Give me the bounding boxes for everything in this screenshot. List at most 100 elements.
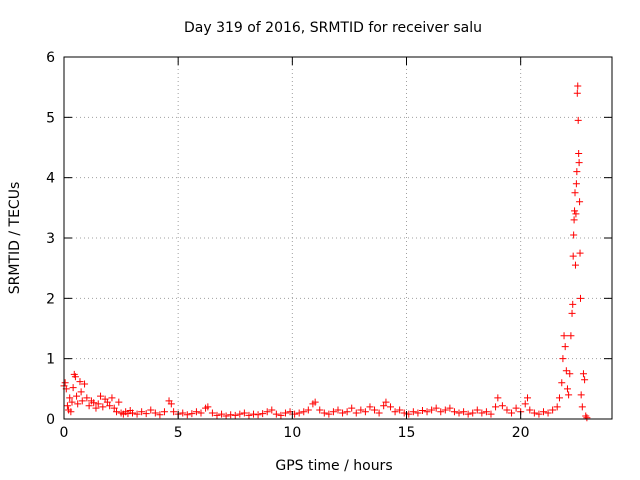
y-axis-label: SRMTID / TECUs: [7, 182, 23, 295]
data-point: [222, 412, 230, 420]
data-point: [563, 385, 571, 393]
data-point: [295, 409, 303, 417]
data-point: [142, 410, 150, 418]
x-tick-label: 15: [398, 425, 416, 441]
data-point: [218, 410, 226, 418]
data-point: [575, 159, 583, 167]
x-tick-label: 20: [512, 425, 530, 441]
data-point: [521, 400, 529, 408]
data-point: [311, 398, 319, 406]
data-point: [473, 406, 481, 414]
data-point: [478, 409, 486, 417]
data-point: [492, 403, 500, 411]
data-point: [566, 370, 574, 378]
data-point: [469, 409, 477, 417]
chart-title: Day 319 of 2016, SRMTID for receiver sal…: [184, 20, 482, 36]
data-point: [571, 189, 579, 197]
data-point: [455, 409, 463, 417]
data-point: [568, 309, 576, 317]
data-point: [103, 398, 111, 406]
data-point: [329, 408, 337, 416]
data-point: [320, 409, 328, 417]
data-point: [77, 388, 85, 396]
data-point: [524, 394, 532, 402]
data-point: [396, 406, 404, 414]
data-point: [569, 252, 577, 260]
data-point: [78, 397, 86, 405]
data-point: [263, 408, 271, 416]
data-point: [437, 408, 445, 416]
data-point: [108, 394, 116, 402]
x-tick-label: 10: [283, 425, 301, 441]
data-point: [272, 410, 280, 418]
y-tick-label: 2: [46, 291, 55, 307]
data-point: [115, 398, 123, 406]
data-point: [85, 402, 93, 410]
data-point: [371, 406, 379, 414]
data-point: [156, 411, 164, 419]
data-point: [281, 409, 289, 417]
data-point: [569, 300, 577, 308]
data-point: [71, 373, 79, 381]
y-tick-label: 4: [46, 171, 55, 187]
data-point: [69, 384, 77, 392]
data-point: [73, 392, 81, 400]
data-point: [553, 403, 561, 411]
data-point: [487, 410, 495, 418]
data-point: [432, 404, 440, 412]
data-point: [572, 210, 580, 218]
data-point: [67, 408, 75, 416]
data-point: [558, 379, 566, 387]
data-point: [106, 402, 114, 410]
data-point: [391, 408, 399, 416]
data-point: [325, 410, 333, 418]
data-point: [197, 409, 205, 417]
data-point: [129, 409, 136, 417]
data-point: [573, 168, 581, 176]
data-point: [92, 404, 100, 412]
x-axis-label: GPS time / hours: [275, 458, 392, 474]
data-point: [512, 404, 520, 412]
data-point: [579, 370, 587, 378]
data-point: [61, 379, 69, 387]
data-point: [562, 367, 570, 375]
data-point: [192, 408, 200, 416]
data-point: [94, 400, 102, 408]
data-point: [213, 411, 221, 419]
data-point: [151, 409, 159, 417]
data-point: [236, 410, 244, 418]
data-point: [572, 180, 580, 188]
data-point: [460, 408, 468, 416]
data-point: [254, 411, 262, 419]
data-point: [83, 394, 91, 402]
data-point: [147, 406, 155, 414]
data-point: [565, 391, 573, 399]
x-axis: 0 5 10 15 20: [60, 57, 530, 441]
data-point: [81, 380, 89, 388]
data-point: [250, 410, 258, 418]
y-axis: 0 1 2 3 4 5 6: [46, 50, 612, 428]
data-point: [498, 402, 506, 410]
data-point: [113, 408, 121, 416]
data-point: [277, 411, 285, 419]
data-point: [577, 391, 585, 399]
data-point: [316, 406, 324, 414]
y-tick-label: 1: [46, 352, 55, 368]
data-point: [361, 408, 369, 416]
y-tick-label: 0: [46, 412, 55, 428]
data-point: [240, 409, 248, 417]
data-point: [560, 332, 568, 340]
y-tick-label: 6: [46, 50, 55, 66]
data-point: [578, 403, 586, 411]
data-point: [559, 355, 567, 363]
data-point: [110, 404, 118, 412]
data-point: [583, 414, 591, 422]
data-point: [380, 402, 388, 410]
data-point: [574, 82, 582, 90]
data-point: [167, 400, 175, 408]
data-point: [259, 410, 267, 418]
data-point: [90, 399, 98, 407]
data-point: [227, 411, 235, 419]
data-point: [208, 409, 216, 417]
data-point: [204, 403, 212, 411]
